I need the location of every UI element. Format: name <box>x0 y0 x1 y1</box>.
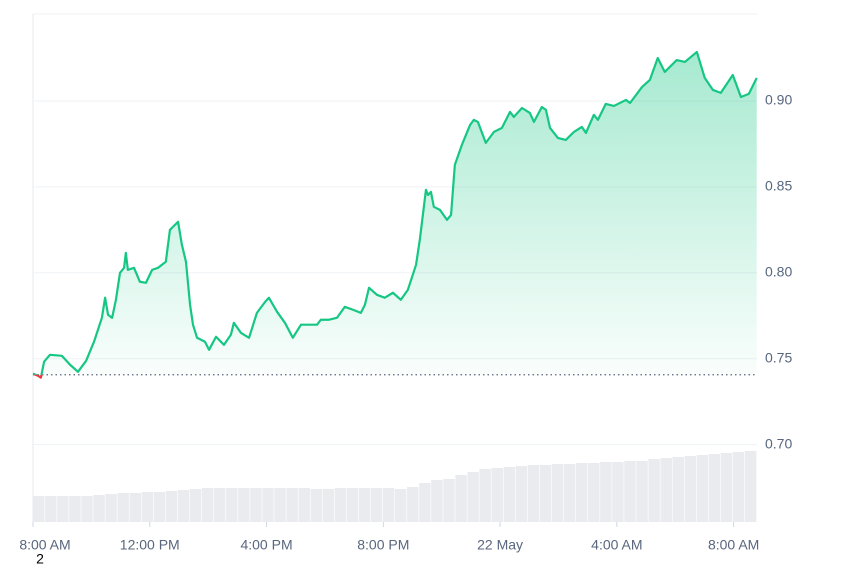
volume-bar <box>612 462 624 522</box>
volume-bar <box>45 496 57 522</box>
volume-bar <box>250 488 262 522</box>
area <box>33 51 757 375</box>
volume-bar <box>274 488 286 522</box>
volume-bar <box>93 495 105 522</box>
volume-bar <box>201 488 214 522</box>
volume-bar <box>624 461 636 522</box>
volume-bar <box>491 468 503 522</box>
volume-bar <box>117 493 129 522</box>
volume-bar <box>57 496 69 522</box>
volume-bar <box>407 487 419 522</box>
y-tick-label: 0.80 <box>765 264 792 280</box>
volume-bar <box>370 488 383 522</box>
volume-bar <box>189 489 202 522</box>
volume-bar <box>503 467 516 522</box>
volume-bar <box>334 488 347 522</box>
volume-bar <box>238 488 250 522</box>
volume-bar <box>684 456 697 522</box>
volume-bar <box>141 492 154 522</box>
y-tick-label: 0.70 <box>765 435 792 451</box>
x-tick-label: 22 May <box>477 537 523 553</box>
y-tick-label: 0.90 <box>765 92 792 108</box>
volume-bar <box>310 489 322 522</box>
volume-bar <box>600 462 612 522</box>
volume-bar <box>165 491 178 522</box>
volume-bar <box>455 475 467 522</box>
price-line <box>32 50 758 375</box>
volume-bar <box>660 458 672 522</box>
volume-bar <box>33 496 45 522</box>
volume-bar <box>467 472 479 522</box>
volume-bar <box>214 488 226 522</box>
volume-bar <box>648 459 660 522</box>
volume-bar <box>636 461 648 522</box>
volume-bar <box>672 457 684 522</box>
x-tick-label: 4:00 AM <box>591 537 642 553</box>
volume-bar <box>479 469 491 522</box>
volume-bar <box>129 493 141 522</box>
x-tick-label: 8:00 AM <box>19 537 70 553</box>
volume-bar <box>551 464 564 522</box>
volume-bar <box>696 455 709 522</box>
annotation: 2 <box>36 551 44 567</box>
volume-bar <box>226 488 238 522</box>
volume-bar <box>69 496 81 522</box>
plot: 0.90 0.85 0.80 0.75 0.70 8:00 AM 12:00 PM 4:00 … <box>19 13 792 553</box>
volume-bar <box>346 488 359 522</box>
volume-bar <box>527 465 540 522</box>
volume-bar <box>382 488 395 522</box>
volume-bar <box>576 463 588 522</box>
volume-bar <box>177 490 190 522</box>
volume-bar <box>539 465 552 522</box>
volume-bar <box>105 494 117 522</box>
volume-bar <box>419 483 431 522</box>
x-tick-label: 8:00 PM <box>357 537 409 553</box>
volume-bar <box>286 488 298 522</box>
x-tick-label: 12:00 PM <box>120 537 180 553</box>
volume-bar <box>563 464 576 522</box>
volume-bar <box>322 489 335 522</box>
volume-bar <box>732 452 745 522</box>
x-tick-label: 8:00 AM <box>708 537 759 553</box>
y-tick-label: 0.85 <box>765 178 792 194</box>
x-tick-label: 4:00 PM <box>240 537 292 553</box>
volume-bar <box>443 479 455 522</box>
volume-bar <box>515 466 528 522</box>
volume-bar <box>395 489 407 522</box>
volume-bar <box>431 480 443 522</box>
volume-bar <box>262 488 274 522</box>
volume-bar <box>81 496 93 522</box>
volume-bar <box>720 453 733 522</box>
volume-bar <box>153 492 166 522</box>
volume-bar <box>298 488 310 522</box>
volume-bar <box>744 451 757 522</box>
volume-bar <box>708 454 721 522</box>
y-tick-label: 0.75 <box>765 349 792 365</box>
volume-bar <box>358 488 371 522</box>
volume-bar <box>588 463 600 522</box>
